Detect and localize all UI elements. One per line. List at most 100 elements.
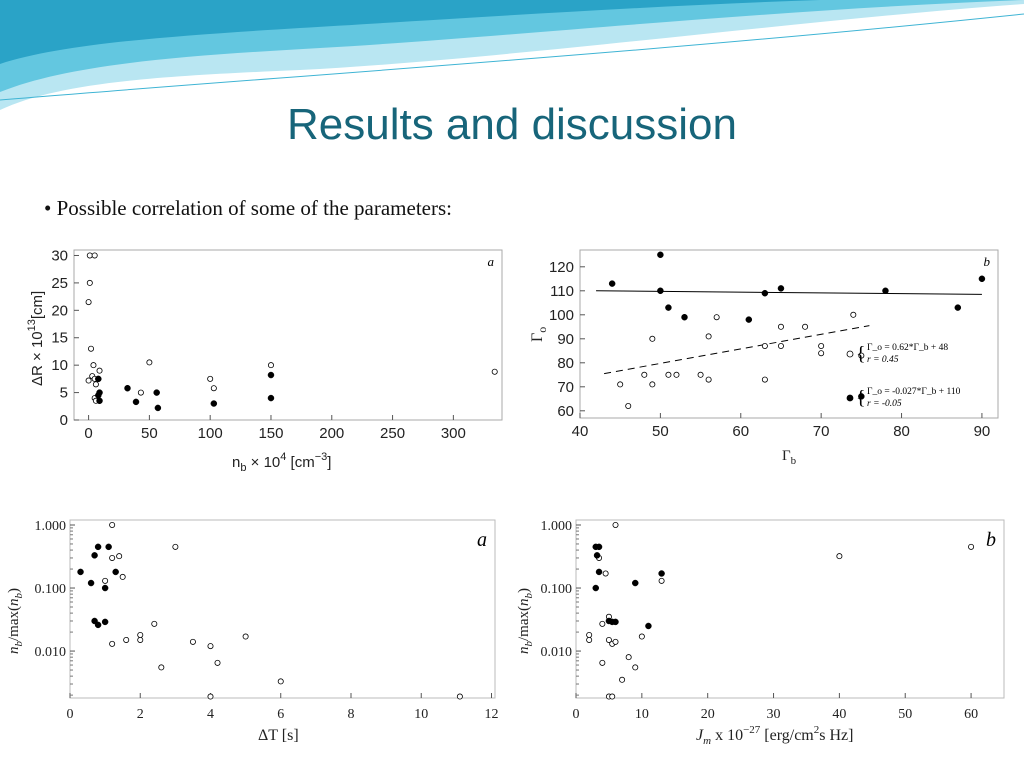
data-point-open	[189, 638, 196, 645]
data-point-filled	[658, 570, 665, 577]
x-tick-label: 0	[573, 707, 580, 722]
data-point-filled	[608, 280, 616, 287]
x-axis-label: Γb	[782, 448, 797, 467]
y-axis-label-group: ΔR × 1013[cm]	[26, 291, 46, 386]
data-point-open	[85, 377, 92, 384]
y-tick-label: 0.100	[541, 582, 573, 597]
data-point-filled	[645, 622, 652, 630]
data-point-open	[491, 368, 498, 375]
y-axis-label-group: Γo	[529, 327, 549, 342]
data-point-open	[172, 543, 179, 550]
y-tick-label: 100	[549, 307, 574, 324]
y-tick-label: 1.000	[35, 519, 67, 534]
y-tick-label: 0.100	[35, 582, 67, 597]
x-tick-label: 100	[198, 425, 223, 442]
y-tick-label: 80	[557, 355, 574, 372]
legend-equation: Γ_o = 0.62*Γ_b + 48	[867, 343, 948, 353]
data-point-open	[88, 345, 95, 352]
x-tick-label: 0	[67, 707, 74, 722]
data-point-open	[267, 362, 274, 369]
data-point-open	[602, 570, 609, 577]
data-point-open	[858, 352, 865, 359]
data-point-open	[777, 323, 784, 330]
slide-title: Results and discussion	[286, 100, 737, 149]
data-point-open	[207, 375, 214, 382]
data-point-open	[119, 573, 126, 580]
data-point-open	[761, 376, 768, 383]
data-point-open	[91, 252, 98, 259]
x-tick-label: 8	[347, 707, 354, 722]
plot-frame	[69, 519, 496, 699]
data-point-open	[92, 381, 99, 388]
data-point-filled	[665, 304, 672, 311]
data-point-open	[109, 640, 116, 647]
data-point-open	[599, 620, 606, 627]
data-point-open	[137, 389, 144, 396]
data-point-filled	[267, 394, 275, 402]
data-point-filled	[77, 568, 84, 576]
x-tick-label: 40	[832, 707, 846, 722]
y-tick-label: 110	[550, 283, 574, 300]
data-point-open	[665, 371, 672, 378]
x-tick-label: 2	[137, 707, 144, 722]
x-tick-label: 50	[141, 425, 158, 442]
data-point-open	[617, 381, 624, 388]
y-tick-label: 25	[51, 275, 68, 292]
legend-brace: {	[856, 343, 866, 365]
wave-dark	[0, 0, 820, 64]
y-tick-label: 70	[557, 379, 574, 396]
y-tick-label: 15	[51, 330, 68, 347]
y-axis-label-group: nb/max(nb)	[516, 588, 535, 654]
data-point-filled	[777, 285, 785, 292]
data-point-filled	[105, 543, 112, 551]
y-tick-label: 20	[51, 302, 68, 319]
x-tick-label: 90	[974, 423, 991, 440]
x-axis-label: nb × 104 [cm−3]	[232, 451, 331, 474]
chart-bottom-left: 0 2 4 6 8 10 12 1.000 0.100 0.010 a ΔT [s] nb/max(nb…	[0, 508, 512, 756]
x-tick-label: 80	[893, 423, 910, 440]
x-tick-label: 10	[414, 707, 428, 722]
x-tick-label: 50	[898, 707, 912, 722]
data-point-open	[818, 350, 825, 357]
y-axis-label: nb/max(nb)	[6, 588, 25, 654]
y-tick-label: 0	[60, 412, 68, 429]
data-point-open	[649, 335, 656, 342]
data-point-filled	[95, 392, 102, 399]
x-tick-label: 12	[484, 707, 498, 722]
data-point-open	[673, 371, 680, 378]
data-point-open	[123, 636, 130, 643]
panel-label: a	[477, 529, 487, 551]
data-point-filled	[132, 398, 140, 406]
data-point-open	[697, 371, 704, 378]
data-point-open	[649, 381, 656, 388]
y-tick-label: 90	[557, 331, 574, 348]
data-point-open	[96, 367, 103, 374]
data-point-open	[207, 643, 214, 650]
plot-frame	[575, 519, 1005, 699]
x-axis-label: Jm x 10−27 [erg/cm2s Hz]	[696, 724, 853, 747]
data-point-open	[210, 385, 217, 392]
wave-line-blue	[0, 13, 1024, 101]
x-tick-label: 6	[277, 707, 284, 722]
data-point-open	[836, 553, 843, 560]
data-point-filled	[612, 618, 619, 626]
data-point-filled	[153, 389, 160, 396]
data-point-open	[151, 620, 158, 627]
chart-bottom-right: 0 10 20 30 40 50 60 1.000 0.100 0.010 b Jm x 10−27 …	[512, 508, 1016, 756]
data-point-open	[109, 521, 116, 528]
x-tick-label: 150	[258, 425, 283, 442]
data-point-filled	[87, 579, 95, 587]
data-point-open	[102, 577, 109, 584]
data-point-open	[968, 543, 975, 550]
data-point-open	[116, 553, 123, 560]
data-point-open	[713, 314, 720, 321]
data-point-open	[137, 636, 144, 643]
data-point-open	[158, 664, 165, 671]
legend-correlation: r = 0.45	[867, 355, 899, 365]
data-point-filled	[154, 404, 162, 412]
x-tick-label: 60	[964, 707, 978, 722]
data-point-filled	[954, 304, 962, 311]
data-point-open	[242, 633, 249, 640]
x-tick-label: 4	[207, 707, 214, 722]
data-point-filled	[657, 251, 664, 259]
